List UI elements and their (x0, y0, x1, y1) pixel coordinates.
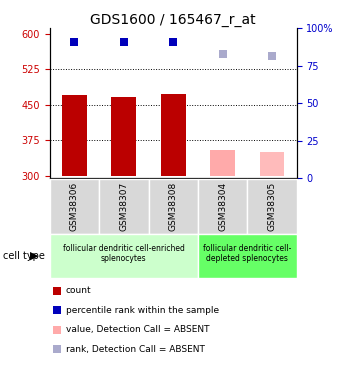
Bar (260, 152, 284, 176)
Point (72, 39, 77, 45)
Bar (50, 179, 99, 234)
Text: follicular dendritic cell-enriched
splenocytes: follicular dendritic cell-enriched splen… (63, 244, 185, 264)
Text: ▶: ▶ (30, 251, 38, 261)
Bar (247, 179, 297, 234)
Bar (198, 234, 297, 278)
Text: value, Detection Call = ABSENT: value, Detection Call = ABSENT (66, 325, 209, 334)
Text: count: count (66, 286, 92, 295)
Bar (99, 179, 149, 234)
Bar (111, 97, 136, 176)
Text: GSM38304: GSM38304 (218, 182, 227, 231)
Text: GSM38305: GSM38305 (268, 182, 276, 231)
Text: percentile rank within the sample: percentile rank within the sample (66, 306, 219, 315)
Text: rank, Detection Call = ABSENT: rank, Detection Call = ABSENT (66, 345, 205, 354)
Text: GSM38308: GSM38308 (169, 182, 178, 231)
Text: follicular dendritic cell-
depleted splenocytes: follicular dendritic cell- depleted sple… (203, 244, 292, 264)
Title: GDS1600 / 165467_r_at: GDS1600 / 165467_r_at (91, 13, 256, 27)
Bar (50, 234, 198, 278)
Point (269, 53, 275, 59)
Bar (62, 95, 87, 176)
Point (170, 39, 176, 45)
Text: GSM38307: GSM38307 (119, 182, 128, 231)
Point (220, 51, 225, 57)
Text: cell type: cell type (3, 251, 45, 261)
Bar (210, 150, 235, 176)
Point (121, 39, 127, 45)
Text: GSM38306: GSM38306 (70, 182, 79, 231)
Bar (161, 94, 186, 176)
Bar (198, 179, 247, 234)
Bar (149, 179, 198, 234)
